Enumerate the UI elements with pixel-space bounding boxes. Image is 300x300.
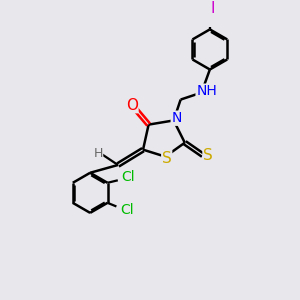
Text: H: H	[93, 147, 103, 160]
Text: N: N	[171, 111, 182, 125]
Text: O: O	[126, 98, 138, 112]
Text: S: S	[162, 151, 172, 166]
Text: Cl: Cl	[122, 170, 135, 184]
Text: I: I	[210, 1, 215, 16]
Text: Cl: Cl	[120, 203, 134, 217]
Text: NH: NH	[196, 84, 217, 98]
Text: S: S	[203, 148, 213, 163]
